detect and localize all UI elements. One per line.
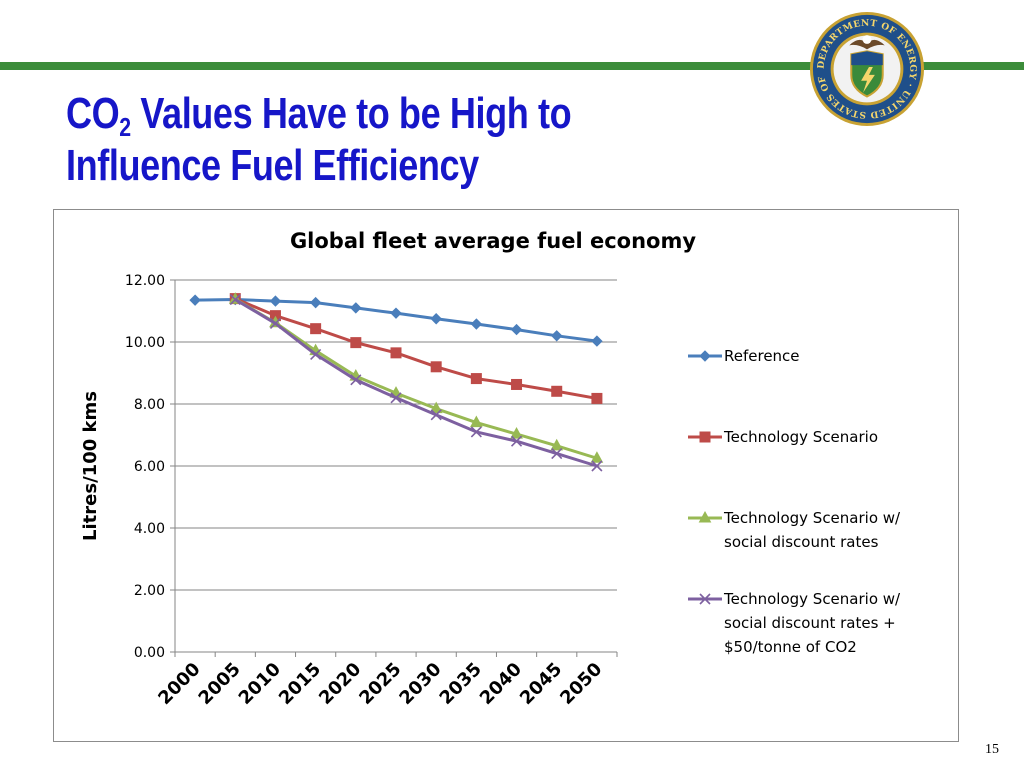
x-tick-label: 2025 <box>355 659 405 709</box>
x-tick-label: 2005 <box>195 659 245 709</box>
legend-item-3: Technology Scenario w/social discount ra… <box>688 509 901 551</box>
data-point <box>309 296 322 309</box>
page-number: 15 <box>985 742 999 757</box>
data-point <box>390 307 402 319</box>
chart-gridlines <box>175 279 617 591</box>
x-tick-label: 2000 <box>154 659 204 709</box>
chart-axes: 0.002.004.006.008.0010.0012.002000200520… <box>125 273 618 709</box>
x-tick-label: 2015 <box>275 659 325 709</box>
data-point <box>189 294 201 306</box>
y-tick-label: 12.00 <box>125 273 165 289</box>
data-point <box>429 401 443 414</box>
data-point <box>350 302 362 314</box>
data-point <box>551 330 563 342</box>
data-point <box>591 392 603 404</box>
series-line <box>234 297 598 400</box>
legend-label: Technology Scenario w/ <box>723 590 901 608</box>
x-tick-label: 2030 <box>395 659 445 709</box>
legend-label: social discount rates + <box>724 614 896 632</box>
legend-label: Reference <box>724 347 800 365</box>
x-tick-label: 2040 <box>476 659 526 709</box>
slide-title-line-1: CO2 Values Have to be High to <box>66 89 572 142</box>
series-4 <box>229 293 603 472</box>
legend-item-2: Technology Scenario <box>688 428 878 446</box>
legend-item-1: Reference <box>688 347 800 365</box>
legend-marker <box>698 510 712 523</box>
legend-item-4: Technology Scenario w/social discount ra… <box>688 590 901 656</box>
data-point <box>350 337 362 349</box>
data-point <box>350 374 362 386</box>
chart-legend: Reference Technology Scenario Technology S… <box>688 347 901 656</box>
slide-title: CO2 Values Have to be High to Influence … <box>66 88 572 192</box>
data-point <box>510 435 523 447</box>
y-tick-label: 0.00 <box>134 645 165 661</box>
y-tick-label: 10.00 <box>125 335 165 351</box>
department-of-energy-seal-icon: DEPARTMENT OF ENERGY · UNITED STATES OF … <box>808 10 925 127</box>
x-tick-label: 2050 <box>556 659 606 709</box>
legend-label: Technology Scenario <box>723 428 878 446</box>
data-point <box>470 415 483 428</box>
series-line <box>234 298 598 468</box>
series-2 <box>229 293 603 404</box>
fuel-economy-line-chart: Global fleet average fuel economy 0.00 2.… <box>80 229 901 709</box>
data-point <box>511 378 523 390</box>
y-axis-label: Litres/100 kms <box>80 391 101 541</box>
data-point <box>591 460 603 472</box>
chart-series <box>189 292 604 472</box>
x-tick-label: 2010 <box>235 659 285 709</box>
series-1 <box>189 293 603 347</box>
legend-marker <box>699 431 711 443</box>
y-tick-label: 6.00 <box>134 459 165 475</box>
data-point <box>390 392 402 404</box>
chart-frame: Global fleet average fuel economy 0.00 2.… <box>53 209 959 742</box>
data-point <box>470 318 483 330</box>
data-point <box>430 409 442 421</box>
data-point <box>551 385 563 397</box>
legend-label: $50/tonne of CO2 <box>724 638 857 656</box>
data-point <box>510 323 523 336</box>
series-line <box>234 297 598 460</box>
data-point <box>590 451 604 463</box>
data-point <box>269 317 282 329</box>
data-point <box>390 347 402 359</box>
y-tick-label: 2.00 <box>134 583 165 599</box>
data-point <box>229 293 241 306</box>
data-point <box>591 335 603 347</box>
data-point <box>310 323 322 335</box>
x-tick-label: 2045 <box>516 659 566 709</box>
data-point <box>470 373 482 385</box>
data-point <box>470 426 482 438</box>
data-point <box>551 448 563 460</box>
data-point <box>310 348 322 360</box>
chart-title: Global fleet average fuel economy <box>290 229 696 253</box>
data-point <box>430 313 442 325</box>
data-point <box>510 427 523 439</box>
x-tick-label: 2035 <box>436 659 486 709</box>
y-tick-label: 8.00 <box>134 397 165 413</box>
legend-marker <box>699 593 711 605</box>
data-point <box>550 438 564 451</box>
data-point <box>430 361 442 373</box>
data-point <box>269 295 282 307</box>
x-tick-label: 2020 <box>315 659 365 709</box>
header-rule <box>0 62 1024 70</box>
slide-title-line-2: Influence Fuel Efficiency <box>66 141 479 190</box>
legend-label: Technology Scenario w/ <box>723 509 901 527</box>
legend-marker <box>699 350 711 362</box>
y-tick-label: 4.00 <box>134 521 165 537</box>
legend-label: social discount rates <box>724 533 879 551</box>
